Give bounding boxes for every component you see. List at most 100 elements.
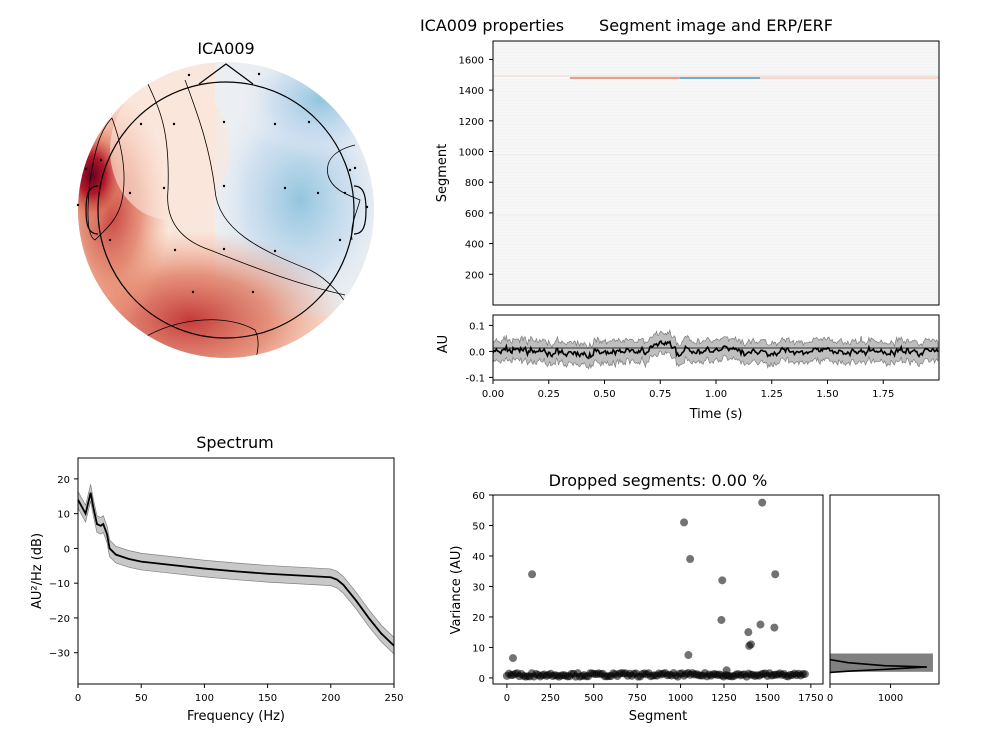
variance-xtick-label: 1250 — [711, 693, 736, 704]
sensor-dot — [257, 72, 261, 76]
sensor-dot — [307, 120, 311, 124]
ear-left — [85, 185, 99, 235]
variance-point — [800, 670, 809, 679]
variance-ytick-label: 30 — [472, 582, 485, 593]
figure-suptitle: ICA009 properties — [420, 16, 564, 35]
segment-ytick-label: 600 — [465, 209, 484, 220]
variance-outlier-point — [744, 628, 753, 637]
spectrum-ytick-label: −30 — [49, 649, 70, 660]
sensor-dot — [316, 191, 320, 195]
erp-xtick-label: 1.50 — [816, 389, 838, 400]
topomap-title: ICA009 — [197, 39, 254, 58]
erp-ytick-label: 0.1 — [469, 321, 485, 332]
erp-xtick-label: 0.75 — [649, 389, 671, 400]
erp-trace — [492, 328, 939, 370]
variance-ytick-label: 10 — [472, 643, 485, 654]
erp-xtick-label: 0.50 — [593, 389, 615, 400]
sensor-markers — [76, 72, 369, 294]
topomap-field — [78, 62, 374, 358]
sensor-dot — [273, 249, 277, 253]
sensor-dot — [273, 122, 277, 126]
erp-ytick-label: -0.1 — [465, 373, 485, 384]
spectrum-ytick-label: 20 — [57, 475, 70, 486]
spectrum-ylabel: AU²/Hz (dB) — [30, 533, 45, 609]
variance-outlier-point — [771, 570, 780, 579]
variance-outlier-point — [770, 623, 779, 632]
segment-ytick-label: 1200 — [459, 117, 484, 128]
nose-outline — [198, 63, 254, 85]
spectrum-ytick-label: −20 — [49, 614, 70, 625]
segment-yticks: 200 400 600 800 1000 1200 1400 1600 — [459, 55, 493, 281]
variance-xtick-label: 750 — [628, 693, 647, 704]
spectrum-xlabel: Frequency (Hz) — [187, 709, 285, 724]
segment-image-title: Segment image and ERP/ERF — [599, 16, 833, 35]
spectrum-xtick-label: 150 — [258, 693, 277, 704]
variance-xtick-label: 0 — [504, 693, 510, 704]
sensor-dot — [191, 290, 195, 294]
sensor-dot — [187, 73, 191, 77]
variance-outlier-point — [686, 555, 695, 564]
sensor-dot — [348, 168, 352, 172]
head-outline — [97, 81, 355, 339]
erp-ytick-label: 0.0 — [469, 347, 485, 358]
segment-ylabel: Segment — [435, 144, 450, 203]
sensor-dot — [84, 167, 88, 171]
variance-title: Dropped segments: 0.00 % — [549, 471, 768, 490]
erp-panel: AU Time (s) 0.00 0.25 0.50 0.75 1.00 1.25 1.50… — [436, 314, 940, 422]
sensor-dot — [251, 290, 255, 294]
variance-ytick-label: 20 — [472, 613, 485, 624]
sensor-dot — [172, 122, 176, 126]
sensor-dot — [338, 238, 342, 242]
variance-outlier-point — [746, 640, 755, 649]
sensor-dot — [365, 205, 369, 209]
variance-outlier-point — [528, 570, 537, 579]
sensor-dot — [222, 247, 226, 251]
spectrum-xtick-label: 0 — [75, 693, 81, 704]
variance-outlier-point — [718, 576, 727, 585]
variance-xtick-label: 1500 — [755, 693, 780, 704]
sensor-dot — [353, 166, 357, 170]
segment-ytick-label: 200 — [465, 270, 484, 281]
spectrum-xtick-label: 250 — [384, 693, 403, 704]
variance-ytick-label: 60 — [472, 491, 485, 502]
erp-xtick-label: 1.25 — [761, 389, 783, 400]
segment-ytick-label: 400 — [465, 240, 484, 251]
spectrum-panel: Spectrum AU²/Hz (dB) Frequency (Hz) 0 50 1… — [30, 433, 404, 724]
erp-xtick-label: 0.00 — [482, 389, 504, 400]
variance-outlier-point — [684, 651, 693, 660]
erp-xlabel: Time (s) — [689, 407, 743, 422]
spectrum-xtick-label: 200 — [321, 693, 340, 704]
histogram-ticks: 0 1000 — [827, 684, 903, 704]
variance-ticks: 0 250 500 750 1000 1250 1500 1750 0 10 20 30 40 50 60 — [472, 491, 823, 704]
segment-image-panel: Segment image and ERP/ERF Segment 200 400… — [435, 16, 940, 306]
sensor-dot — [99, 158, 103, 162]
variance-xtick-label: 1750 — [798, 693, 823, 704]
segment-ytick-label: 800 — [465, 178, 484, 189]
histogram-plot — [829, 653, 933, 674]
spectrum-ytick-label: 10 — [57, 510, 70, 521]
sensor-dot — [222, 184, 226, 188]
segment-image — [493, 41, 939, 305]
segment-ytick-label: 1600 — [459, 55, 484, 66]
variance-xtick-label: 1000 — [668, 693, 693, 704]
variance-ytick-label: 0 — [479, 674, 485, 685]
erp-ylabel: AU — [436, 335, 451, 353]
spectrum-plot — [77, 484, 395, 655]
variance-histogram-panel: 0 1000 — [827, 494, 940, 704]
sensor-dot — [283, 186, 287, 190]
variance-outlier-point — [758, 498, 767, 507]
variance-xtick-label: 500 — [584, 693, 603, 704]
erp-mean-line — [492, 339, 939, 360]
variance-outlier-point — [722, 666, 731, 675]
spectrum-ytick-label: −10 — [49, 579, 70, 590]
variance-outlier-point — [508, 654, 517, 663]
erp-xtick-label: 0.25 — [538, 389, 560, 400]
sensor-dot — [222, 120, 226, 124]
histogram-xtick-label: 0 — [827, 693, 833, 704]
variance-outlier-point — [680, 518, 689, 527]
spectrum-xtick-label: 100 — [195, 693, 214, 704]
sensor-dot — [108, 238, 112, 242]
topomap-panel: ICA009 — [76, 39, 374, 358]
